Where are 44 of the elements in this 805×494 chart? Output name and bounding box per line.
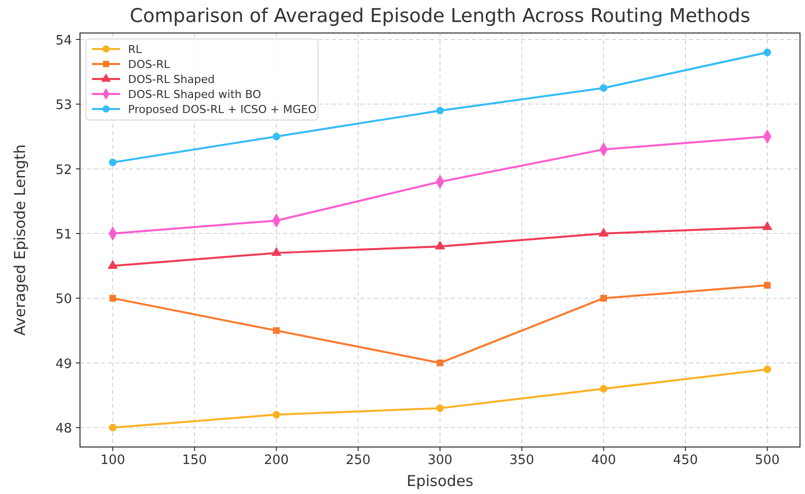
y-tick-label: 52 [55, 162, 72, 178]
y-tick-label: 49 [55, 356, 72, 372]
y-tick-label: 48 [55, 422, 72, 437]
point [273, 327, 280, 334]
point [598, 228, 609, 236]
legend-label: DOS-RL [128, 58, 171, 71]
point [600, 84, 608, 92]
point [436, 360, 444, 366]
point [108, 424, 117, 432]
legend-label: RL [128, 43, 143, 56]
y-axis-title: Averaged Episode Length [11, 144, 29, 336]
point [272, 410, 280, 418]
point [764, 282, 771, 289]
point [108, 158, 117, 166]
x-tick-label: 450 [673, 453, 698, 468]
y-tick-label: 50 [55, 292, 72, 308]
point [763, 48, 772, 56]
y-tick-label: 53 [55, 98, 72, 114]
point [272, 132, 280, 140]
chart-title: Comparison of Averaged Episode Length Across Routing Methods [130, 5, 750, 27]
x-tick-label: 100 [100, 453, 126, 468]
x-tick-label: 400 [591, 453, 616, 468]
x-tick-label: 200 [264, 453, 289, 468]
point [600, 385, 608, 393]
point [434, 240, 446, 250]
point [762, 221, 772, 230]
point [763, 366, 772, 374]
x-axis-title: Episodes [406, 472, 474, 490]
x-tick-label: 300 [428, 453, 452, 468]
legend-label: DOS-RL Shaped with BO [128, 88, 262, 101]
legend-label: Proposed DOS-RL + ICSO + MGEO [128, 103, 317, 116]
point [108, 260, 118, 269]
point [436, 404, 444, 412]
x-tick-label: 250 [346, 453, 371, 468]
x-tick-label: 150 [182, 453, 207, 468]
point [436, 106, 444, 114]
point [271, 247, 282, 256]
x-tick-label: 500 [754, 453, 780, 468]
point [109, 294, 116, 302]
point [600, 294, 607, 302]
y-tick-label: 51 [55, 228, 72, 243]
x-tick-label: 350 [509, 453, 534, 468]
legend-label: DOS-RL Shaped [128, 73, 215, 86]
y-tick-label: 54 [55, 33, 72, 48]
